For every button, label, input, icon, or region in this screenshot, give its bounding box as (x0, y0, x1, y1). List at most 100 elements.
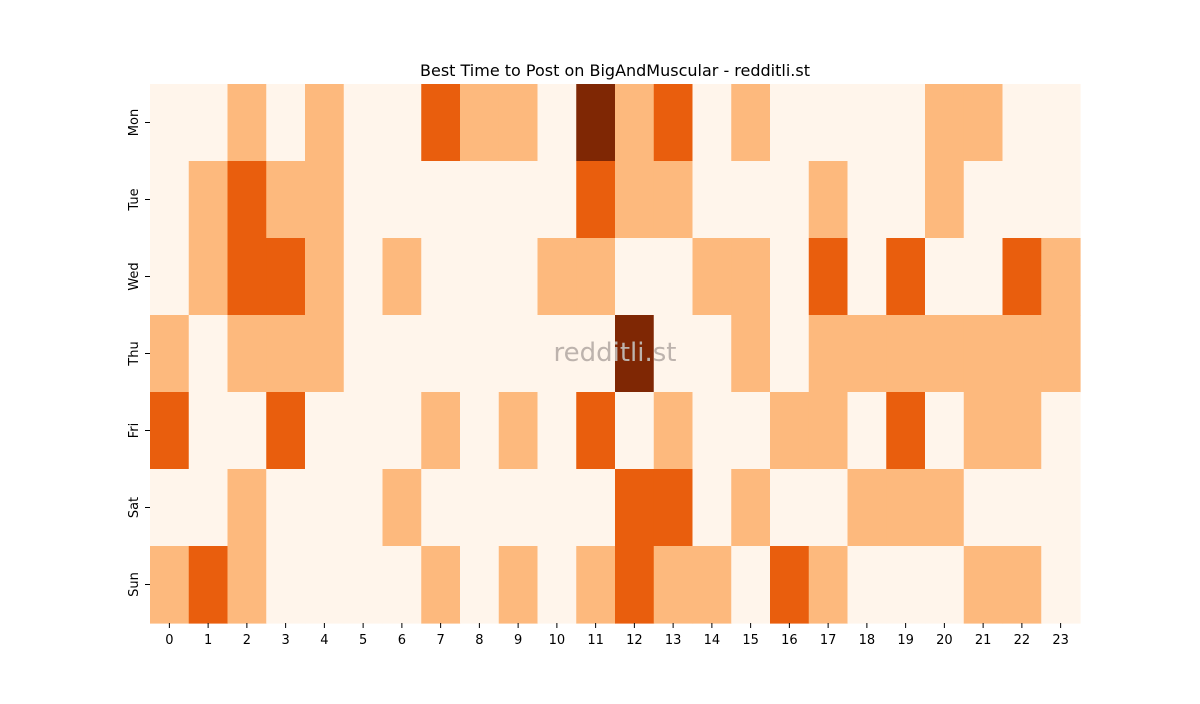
x-tick-label: 11 (587, 633, 604, 648)
y-tick-label: Sat (127, 497, 142, 518)
heatmap-cell-sun-17 (808, 546, 849, 624)
heatmap-cell-thu-4 (305, 315, 345, 393)
x-tick-label: 12 (626, 633, 643, 648)
x-tick-label: 18 (859, 633, 876, 648)
heatmap-cell-fri-20 (925, 392, 965, 470)
heatmap-cell-thu-16 (770, 315, 810, 393)
heatmap-cell-tue-18 (847, 161, 887, 239)
heatmap-cell-thu-15 (731, 315, 771, 393)
heatmap-cell-sun-2 (227, 546, 267, 624)
heatmap-cell-sun-20 (925, 546, 965, 624)
heatmap-cell-sun-3 (266, 546, 306, 624)
heatmap-cell-wed-13 (653, 238, 694, 316)
heatmap-cell-sun-19 (886, 546, 926, 624)
x-tick-label: 10 (549, 633, 566, 648)
heatmap-cell-mon-22 (1002, 84, 1042, 162)
heatmap-cell-sat-0 (150, 469, 190, 547)
x-tick-label: 3 (281, 633, 289, 648)
heatmap-cell-sat-20 (925, 469, 965, 547)
heatmap-cell-thu-5 (343, 315, 384, 393)
heatmap-cell-fri-10 (537, 392, 577, 470)
heatmap-cell-sat-1 (188, 469, 229, 547)
heatmap-cell-wed-18 (847, 238, 887, 316)
x-tick-label: 2 (243, 633, 251, 648)
heatmap-cell-wed-20 (925, 238, 965, 316)
x-tick-label: 14 (704, 633, 721, 648)
heatmap-cell-wed-8 (460, 238, 500, 316)
y-axis: Mon Tue Wed Thu Fri Sat Sun (127, 109, 150, 597)
heatmap-cell-wed-21 (963, 238, 1004, 316)
heatmap-cell-tue-20 (925, 161, 965, 239)
heatmap-cell-sat-9 (498, 469, 539, 547)
heatmap-cell-thu-21 (963, 315, 1004, 393)
x-tick-label: 21 (975, 633, 992, 648)
heatmap-cell-mon-23 (1041, 84, 1081, 162)
heatmap-cell-mon-18 (847, 84, 887, 162)
heatmap-cell-mon-21 (963, 84, 1004, 162)
heatmap-cell-fri-3 (266, 392, 306, 470)
y-tick-label: Wed (127, 262, 142, 290)
x-tick-label: 20 (936, 633, 953, 648)
heatmap-cell-tue-21 (963, 161, 1004, 239)
x-tick-label: 23 (1052, 633, 1069, 648)
heatmap-cell-tue-12 (615, 161, 655, 239)
x-tick-label: 5 (359, 633, 367, 648)
heatmap-cell-sat-16 (770, 469, 810, 547)
heatmap-cell-sat-7 (421, 469, 461, 547)
heatmap-cell-wed-1 (188, 238, 229, 316)
heatmap-cell-fri-19 (886, 392, 926, 470)
heatmap-cell-sat-3 (266, 469, 306, 547)
heatmap-cell-fri-11 (576, 392, 616, 470)
heatmap-cell-mon-0 (150, 84, 190, 162)
heatmap-cell-sun-14 (692, 546, 732, 624)
heatmap-cell-mon-10 (537, 84, 577, 162)
heatmap-cell-fri-15 (731, 392, 771, 470)
heatmap-cell-tue-10 (537, 161, 577, 239)
heatmap-cell-wed-2 (227, 238, 267, 316)
heatmap-cell-wed-23 (1041, 238, 1081, 316)
heatmap-cell-sat-18 (847, 469, 887, 547)
heatmap-cell-sun-4 (305, 546, 345, 624)
heatmap-cell-sun-11 (576, 546, 616, 624)
heatmap-cell-sun-9 (498, 546, 539, 624)
heatmap-cell-fri-13 (653, 392, 694, 470)
heatmap-cell-thu-11 (576, 315, 616, 393)
heatmap-cell-thu-22 (1002, 315, 1042, 393)
x-axis: 0 1 2 3 4 5 6 7 8 9 10 11 12 13 14 15 16 17 18 19 20 21 22 23 (165, 623, 1069, 648)
heatmap-cell-sat-15 (731, 469, 771, 547)
heatmap-cell-wed-0 (150, 238, 190, 316)
x-tick-label: 1 (204, 633, 212, 648)
y-tick-label: Thu (127, 341, 142, 366)
heatmap-cells (150, 84, 1081, 624)
heatmap-cell-sun-18 (847, 546, 887, 624)
heatmap-cell-sun-15 (731, 546, 771, 624)
y-tick-label: Tue (127, 188, 142, 211)
heatmap-cell-sat-22 (1002, 469, 1042, 547)
heatmap-cell-sat-14 (692, 469, 732, 547)
heatmap-cell-tue-13 (653, 161, 694, 239)
heatmap-cell-sat-13 (653, 469, 694, 547)
heatmap-cell-mon-17 (808, 84, 849, 162)
heatmap-cell-fri-12 (615, 392, 655, 470)
heatmap-cell-fri-18 (847, 392, 887, 470)
heatmap-cell-wed-16 (770, 238, 810, 316)
heatmap-cell-tue-5 (343, 161, 384, 239)
x-tick-label: 15 (742, 633, 759, 648)
x-tick-label: 4 (320, 633, 328, 648)
heatmap-cell-tue-11 (576, 161, 616, 239)
heatmap-cell-thu-17 (808, 315, 849, 393)
heatmap-cell-sun-6 (382, 546, 422, 624)
x-tick-label: 9 (514, 633, 522, 648)
heatmap-cell-sun-12 (615, 546, 655, 624)
heatmap-cell-tue-9 (498, 161, 539, 239)
heatmap-cell-fri-17 (808, 392, 849, 470)
heatmap-cell-thu-6 (382, 315, 422, 393)
heatmap-cell-sun-10 (537, 546, 577, 624)
heatmap-cell-sun-1 (188, 546, 229, 624)
heatmap-cell-fri-16 (770, 392, 810, 470)
heatmap-cell-thu-13 (653, 315, 694, 393)
heatmap-cell-mon-1 (188, 84, 229, 162)
heatmap-cell-wed-12 (615, 238, 655, 316)
